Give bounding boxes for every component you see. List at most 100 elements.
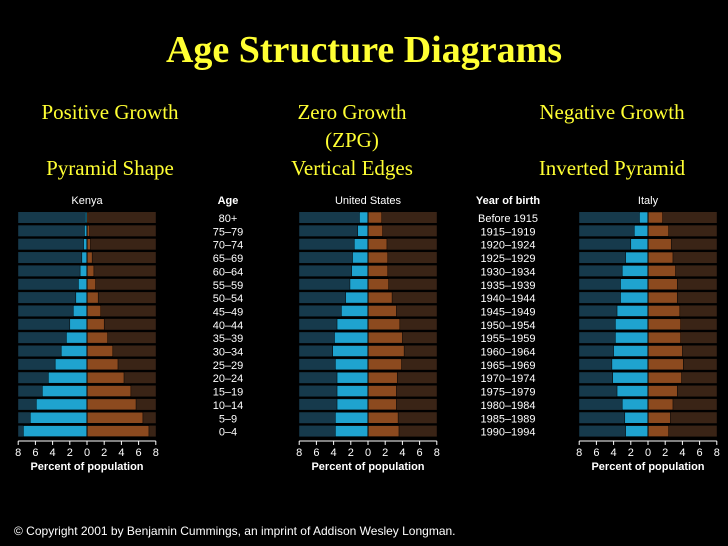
male-bar (75, 291, 88, 304)
male-background-band (18, 278, 88, 290)
x-tick-label: 4 (50, 447, 56, 459)
male-bar (639, 211, 649, 224)
male-background-band (18, 345, 88, 357)
female-bar (647, 425, 669, 437)
female-bar (367, 331, 403, 344)
x-tick-label: 2 (382, 447, 388, 459)
x-tick-label: 8 (15, 447, 21, 459)
age-group-label: 35–39 (213, 333, 244, 345)
male-bar (616, 305, 649, 317)
male-bar (336, 371, 369, 384)
age-group-label: 5–9 (219, 413, 237, 425)
male-bar (620, 291, 649, 304)
female-background-band (87, 358, 156, 370)
male-background-band (299, 265, 368, 277)
male-bar (352, 251, 369, 264)
birth-year-label: Before 1915 (478, 213, 538, 225)
male-bar (624, 412, 649, 424)
female-background-band (648, 412, 717, 424)
female-background-band (648, 278, 717, 290)
x-tick-label: 0 (84, 447, 90, 459)
male-background-band (18, 225, 88, 237)
male-background-band (299, 238, 368, 250)
male-bar (81, 251, 88, 264)
female-bar (367, 412, 399, 424)
male-background-band (299, 318, 368, 330)
x-tick-label: 8 (296, 447, 302, 459)
x-tick-label: 6 (32, 447, 38, 459)
male-background-band (579, 292, 648, 304)
female-bar (86, 305, 102, 317)
male-background-band (18, 238, 88, 250)
female-bar (367, 345, 405, 357)
birth-year-label: 1930–1934 (480, 266, 535, 278)
male-bar (54, 358, 88, 371)
female-bar (367, 238, 388, 250)
female-bar (647, 345, 683, 357)
caption-zero-growth: Zero Growth (ZPG) Vertical Edges (252, 98, 452, 182)
male-bar (625, 251, 649, 264)
age-group-label: 70–74 (213, 240, 244, 252)
male-bar (23, 425, 88, 437)
female-background-band (648, 318, 717, 330)
male-background-band (299, 292, 368, 304)
female-bar (86, 291, 99, 304)
female-background-band (368, 425, 437, 437)
male-background-band (579, 238, 648, 250)
female-bar (367, 385, 397, 397)
x-tick-label: 6 (313, 447, 319, 459)
age-group-label: 50–54 (213, 293, 244, 305)
female-background-band (87, 252, 156, 264)
female-bar (647, 225, 669, 237)
female-bar (367, 211, 383, 224)
female-bar (86, 398, 137, 411)
x-axis-label: Percent of population (311, 461, 424, 473)
female-bar (367, 278, 389, 290)
male-bar (351, 265, 369, 277)
female-bar (647, 331, 681, 344)
panel-title: United States (335, 195, 402, 207)
male-bar (69, 318, 88, 331)
male-background-band (18, 292, 88, 304)
birth-year-label: 1965–1969 (480, 360, 535, 372)
male-bar (357, 225, 369, 237)
male-background-band (579, 305, 648, 317)
male-background-band (299, 212, 368, 223)
female-bar (367, 398, 397, 411)
page-title: Age Structure Diagrams (165, 29, 563, 71)
age-group-label: 15–19 (213, 387, 244, 399)
birth-year-label: 1915–1919 (480, 226, 535, 238)
x-axis-label: Percent of population (30, 461, 143, 473)
male-background-band (18, 318, 88, 330)
age-group-label: 0–4 (219, 427, 237, 439)
male-background-band (579, 385, 648, 397)
female-bar (367, 358, 402, 371)
male-background-band (299, 332, 368, 344)
male-bar (633, 225, 649, 237)
age-group-label: 40–44 (213, 320, 244, 332)
male-bar (616, 385, 649, 397)
caption-line: Negative Growth (539, 100, 685, 124)
male-bar (615, 318, 649, 331)
female-background-band (368, 398, 437, 410)
male-bar (336, 385, 369, 397)
x-tick-label: 4 (399, 447, 405, 459)
female-bar (86, 331, 108, 344)
x-tick-label: 2 (67, 447, 73, 459)
female-bar (367, 425, 400, 437)
age-group-label: 10–14 (213, 400, 244, 412)
female-background-band (368, 265, 437, 277)
age-group-label: 45–49 (213, 306, 244, 318)
male-background-band (579, 425, 648, 437)
male-bar (78, 278, 88, 290)
male-bar (620, 278, 649, 290)
caption-line: Inverted Pyramid (538, 156, 686, 180)
x-tick-label: 2 (662, 447, 668, 459)
female-bar (367, 251, 389, 264)
birth-year-label: 1950–1954 (480, 320, 535, 332)
male-bar (335, 358, 369, 371)
female-background-band (368, 305, 437, 317)
caption-positive-growth: Positive Growth Pyramid Shape (10, 98, 210, 182)
x-tick-label: 8 (576, 447, 582, 459)
age-group-label: 25–29 (213, 360, 244, 372)
